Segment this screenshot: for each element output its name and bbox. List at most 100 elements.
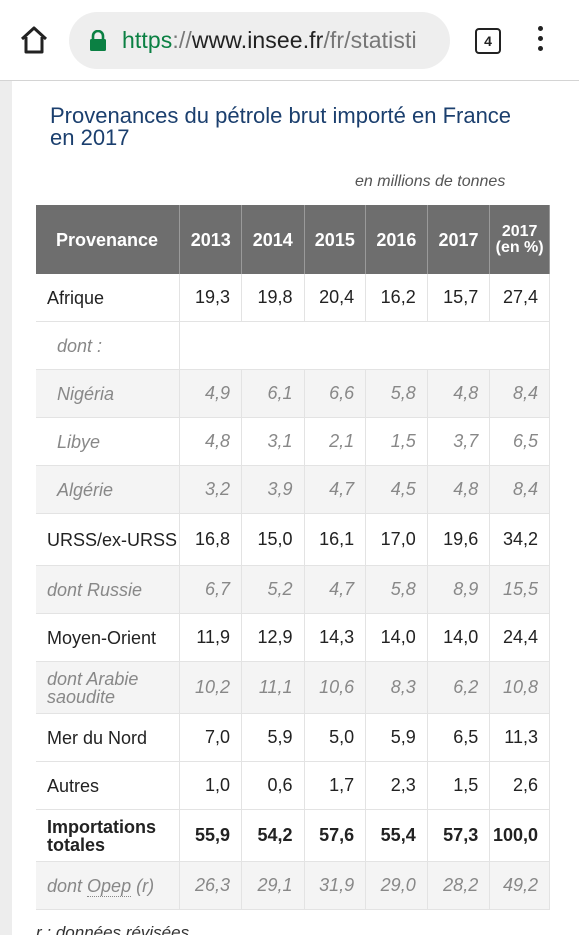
table-cell: 8,4 bbox=[489, 369, 550, 418]
table-cell: 6,5 bbox=[489, 417, 550, 466]
row-label: Nigéria bbox=[36, 369, 181, 418]
row-label: Importations totales bbox=[36, 809, 181, 862]
table-cell: 5,9 bbox=[241, 713, 305, 762]
table-cell: 11,1 bbox=[241, 661, 305, 714]
table-cell: 5,8 bbox=[365, 565, 428, 614]
table-row: Moyen-Orient 11,9 12,9 14,3 14,0 14,0 24… bbox=[36, 613, 550, 662]
table-row: Autres 1,0 0,6 1,7 2,3 1,5 2,6 bbox=[36, 761, 550, 810]
table-cell: 16,8 bbox=[179, 513, 243, 566]
column-header: Provenance bbox=[36, 205, 181, 274]
table-cell: 27,4 bbox=[489, 274, 550, 322]
home-button[interactable] bbox=[18, 24, 50, 56]
row-label: Mer du Nord bbox=[36, 713, 181, 762]
table-cell: 6,6 bbox=[304, 369, 367, 418]
table-cell bbox=[179, 321, 550, 370]
table-cell: 26,3 bbox=[179, 861, 243, 910]
table-row-total: Importations totales 55,9 54,2 57,6 55,4… bbox=[36, 809, 550, 862]
table-cell: 1,7 bbox=[304, 761, 367, 810]
more-vert-icon[interactable] bbox=[533, 26, 547, 56]
table-cell: 4,8 bbox=[179, 417, 243, 466]
table-cell: 4,9 bbox=[179, 369, 243, 418]
table-cell: 29,0 bbox=[365, 861, 428, 910]
page-title: Provenances du pétrole brut importé en F… bbox=[50, 103, 512, 150]
table-header-row: Provenance 2013 2014 2015 2016 2017 2017… bbox=[36, 205, 550, 274]
table-cell: 4,5 bbox=[365, 465, 428, 514]
row-label: Afrique bbox=[36, 274, 181, 322]
address-bar[interactable]: https://www.insee.fr/fr/statisti bbox=[69, 12, 450, 69]
table-cell: 6,5 bbox=[427, 713, 491, 762]
table-cell: 19,6 bbox=[427, 513, 491, 566]
column-header: 2016 bbox=[365, 205, 428, 274]
table-cell: 3,1 bbox=[241, 417, 305, 466]
table-cell: 100,0 bbox=[489, 809, 550, 862]
table-cell: 7,0 bbox=[179, 713, 243, 762]
table-cell: 55,4 bbox=[365, 809, 428, 862]
table-row: Libye 4,8 3,1 2,1 1,5 3,7 6,5 bbox=[36, 417, 550, 466]
table-cell: 14,0 bbox=[427, 613, 491, 662]
url-text: https://www.insee.fr/fr/statisti bbox=[122, 27, 417, 53]
opep-abbreviation[interactable]: Opep bbox=[87, 875, 132, 897]
url-path: /fr/statisti bbox=[323, 27, 417, 53]
table-cell: 15,5 bbox=[489, 565, 550, 614]
row-label: Algérie bbox=[36, 465, 181, 514]
table-cell: 2,1 bbox=[304, 417, 367, 466]
footnote: r : données révisées bbox=[36, 923, 190, 935]
table-cell: 16,2 bbox=[365, 274, 428, 322]
table-cell: 14,0 bbox=[365, 613, 428, 662]
url-scheme: https bbox=[122, 27, 173, 53]
table-cell: 12,9 bbox=[241, 613, 305, 662]
table-cell: 11,3 bbox=[489, 713, 550, 762]
table-cell: 8,3 bbox=[365, 661, 428, 714]
table-cell: 15,0 bbox=[241, 513, 305, 566]
table-cell: 1,0 bbox=[179, 761, 243, 810]
table-cell: 8,9 bbox=[427, 565, 491, 614]
table-cell: 6,2 bbox=[427, 661, 491, 714]
table-cell: 17,0 bbox=[365, 513, 428, 566]
table-cell: 28,2 bbox=[427, 861, 491, 910]
table-cell: 49,2 bbox=[489, 861, 550, 910]
table-cell: 5,8 bbox=[365, 369, 428, 418]
table-cell: 6,1 bbox=[241, 369, 305, 418]
table-cell: 10,8 bbox=[489, 661, 550, 714]
table-cell: 0,6 bbox=[241, 761, 305, 810]
table-cell: 16,1 bbox=[304, 513, 367, 566]
tab-switcher-icon[interactable]: 4 bbox=[475, 28, 501, 54]
table-cell: 3,2 bbox=[179, 465, 243, 514]
table-row: dont : bbox=[36, 321, 550, 370]
url-separator: :// bbox=[172, 27, 192, 53]
table-cell: 24,4 bbox=[489, 613, 550, 662]
table-cell: 3,7 bbox=[427, 417, 491, 466]
table-row: Afrique 19,3 19,8 20,4 16,2 15,7 27,4 bbox=[36, 274, 550, 322]
data-table-container[interactable]: Provenance 2013 2014 2015 2016 2017 2017… bbox=[36, 205, 550, 915]
table-cell: 4,7 bbox=[304, 565, 367, 614]
row-label: Autres bbox=[36, 761, 181, 810]
table-row: Algérie 3,2 3,9 4,7 4,5 4,8 8,4 bbox=[36, 465, 550, 514]
table-cell: 10,6 bbox=[304, 661, 367, 714]
row-label: dont Arabie saoudite bbox=[36, 661, 181, 714]
content-card: Provenances du pétrole brut importé en F… bbox=[12, 81, 579, 935]
url-host: www.insee.fr bbox=[191, 27, 324, 53]
table-row: URSS/ex-URSS 16,8 15,0 16,1 17,0 19,6 34… bbox=[36, 513, 550, 566]
table-row: Nigéria 4,9 6,1 6,6 5,8 4,8 8,4 bbox=[36, 369, 550, 418]
table-cell: 19,3 bbox=[179, 274, 243, 322]
column-header: 2014 bbox=[241, 205, 305, 274]
table-cell: 34,2 bbox=[489, 513, 550, 566]
column-header: 2013 bbox=[179, 205, 243, 274]
table-cell: 5,2 bbox=[241, 565, 305, 614]
table-cell: 3,9 bbox=[241, 465, 305, 514]
row-label: Libye bbox=[36, 417, 181, 466]
browser-toolbar: https://www.insee.fr/fr/statisti 4 bbox=[0, 0, 579, 81]
table-row: dont Opep (r) 26,3 29,1 31,9 29,0 28,2 4… bbox=[36, 861, 550, 910]
table-cell: 20,4 bbox=[304, 274, 367, 322]
table-cell: 4,8 bbox=[427, 369, 491, 418]
table-row: Mer du Nord 7,0 5,9 5,0 5,9 6,5 11,3 bbox=[36, 713, 550, 762]
row-label: URSS/ex-URSS bbox=[36, 513, 181, 566]
column-header: 2015 bbox=[304, 205, 367, 274]
table-cell: 4,8 bbox=[427, 465, 491, 514]
table-cell: 57,3 bbox=[427, 809, 491, 862]
row-label-suffix: (r) bbox=[131, 875, 155, 896]
table-cell: 5,9 bbox=[365, 713, 428, 762]
table-cell: 31,9 bbox=[304, 861, 367, 910]
table-cell: 5,0 bbox=[304, 713, 367, 762]
table-cell: 2,3 bbox=[365, 761, 428, 810]
